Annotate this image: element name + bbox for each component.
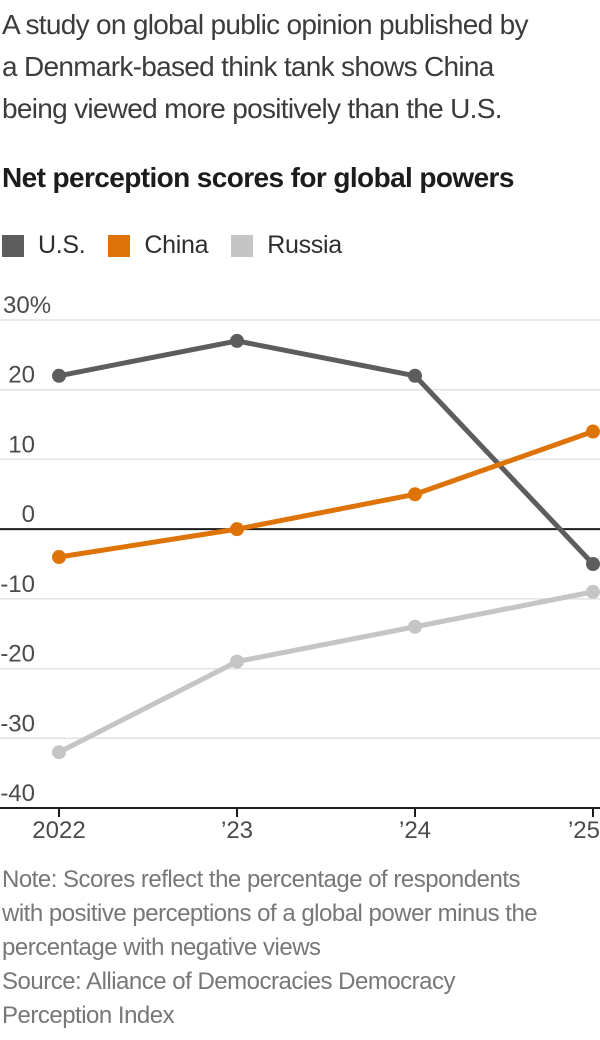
legend-label-us: U.S. <box>38 231 86 259</box>
data-point-china <box>230 522 244 537</box>
data-point-russia <box>586 584 600 599</box>
legend-item-russia: Russia <box>231 231 342 260</box>
y-tick-label: -10 <box>0 571 35 598</box>
x-tick-label: ’23 <box>221 817 253 844</box>
note-line-3: percentage with negative views <box>2 934 321 961</box>
x-tick-label: ’25 <box>568 817 600 844</box>
data-point-china <box>408 487 422 502</box>
chart-legend: U.S. China Russia <box>2 231 342 260</box>
x-tick-label: 2022 <box>32 817 85 844</box>
y-tick-label: 30% <box>3 292 51 319</box>
legend-item-china: China <box>108 231 209 260</box>
line-chart: 30% 20 10 0 -10 -20 -30 -40 2022 ’23 ’24 ’25 <box>0 278 600 853</box>
intro-text: A study on global public opinion publish… <box>2 4 600 130</box>
intro-line-3: being viewed more positively than the U.… <box>2 93 502 124</box>
series-line-china <box>56 429 596 560</box>
intro-line-1: A study on global public opinion publish… <box>2 9 528 40</box>
data-point-us <box>230 333 244 348</box>
series-line-us <box>56 338 596 567</box>
chart-svg: 30% 20 10 0 -10 -20 -30 -40 2022 ’23 ’24 ’25 <box>0 292 600 844</box>
source-line-2: Perception Index <box>2 1002 175 1029</box>
x-tick-label: ’24 <box>399 817 431 844</box>
y-tick-label: -40 <box>0 780 35 807</box>
intro-line-2: a Denmark-based think tank shows China <box>2 51 494 82</box>
data-point-russia <box>52 745 66 760</box>
legend-swatch-us <box>2 234 24 257</box>
data-point-us <box>586 556 600 571</box>
data-point-us <box>408 368 422 383</box>
legend-label-russia: Russia <box>267 231 342 259</box>
y-tick-label: -20 <box>0 641 35 668</box>
legend-label-china: China <box>144 231 209 259</box>
data-point-russia <box>408 619 422 634</box>
legend-swatch-russia <box>231 234 254 257</box>
y-tick-label: -30 <box>0 710 35 737</box>
y-tick-label: 20 <box>8 362 35 389</box>
legend-item-us: U.S. <box>2 231 86 260</box>
y-tick-label: 0 <box>22 501 35 528</box>
source-line-1: Source: Alliance of Democracies Democrac… <box>2 968 456 995</box>
footnote: Note: Scores reflect the percentage of r… <box>2 863 600 1033</box>
legend-swatch-china <box>108 234 131 257</box>
data-point-russia <box>230 654 244 669</box>
note-line-2: with positive perceptions of a global po… <box>2 900 538 927</box>
y-tick-label: 10 <box>8 431 35 458</box>
note-line-1: Note: Scores reflect the percentage of r… <box>2 866 521 893</box>
data-point-china <box>52 550 66 565</box>
data-point-us <box>52 368 66 383</box>
data-point-china <box>586 424 600 439</box>
series-line-russia <box>56 589 596 755</box>
chart-title: Net perception scores for global powers <box>2 162 514 193</box>
